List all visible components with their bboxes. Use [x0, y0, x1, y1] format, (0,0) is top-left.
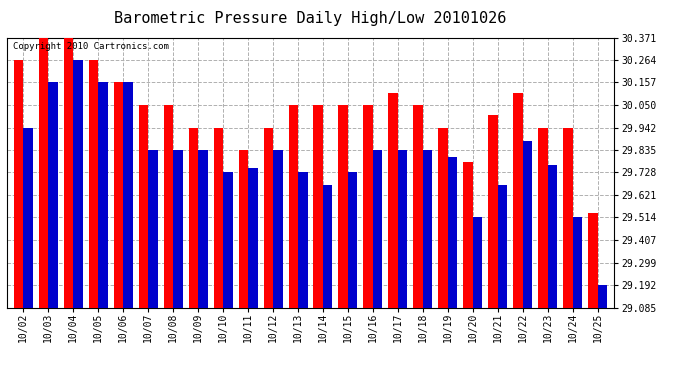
Bar: [398, 150, 408, 308]
Bar: [464, 162, 473, 308]
Bar: [323, 184, 333, 308]
Bar: [288, 105, 298, 308]
Bar: [598, 285, 607, 308]
Bar: [573, 217, 582, 308]
Bar: [548, 165, 558, 308]
Bar: [473, 217, 482, 308]
Bar: [14, 60, 23, 308]
Bar: [148, 150, 157, 308]
Bar: [388, 93, 398, 308]
Bar: [589, 213, 598, 308]
Bar: [39, 38, 48, 308]
Bar: [273, 150, 282, 308]
Bar: [63, 38, 73, 308]
Bar: [248, 168, 257, 308]
Bar: [373, 150, 382, 308]
Bar: [213, 128, 223, 308]
Text: Copyright 2010 Cartronics.com: Copyright 2010 Cartronics.com: [13, 42, 169, 51]
Bar: [73, 60, 83, 308]
Bar: [223, 172, 233, 308]
Bar: [23, 128, 32, 308]
Bar: [538, 128, 548, 308]
Bar: [173, 150, 183, 308]
Bar: [448, 158, 457, 308]
Text: Barometric Pressure Daily High/Low 20101026: Barometric Pressure Daily High/Low 20101…: [115, 11, 506, 26]
Bar: [348, 172, 357, 308]
Bar: [114, 82, 123, 308]
Bar: [423, 150, 433, 308]
Bar: [139, 105, 148, 308]
Bar: [339, 105, 348, 308]
Bar: [413, 105, 423, 308]
Bar: [188, 128, 198, 308]
Bar: [489, 116, 498, 308]
Bar: [298, 172, 308, 308]
Bar: [513, 93, 523, 308]
Bar: [123, 82, 132, 308]
Bar: [239, 150, 248, 308]
Bar: [563, 128, 573, 308]
Bar: [98, 82, 108, 308]
Bar: [364, 105, 373, 308]
Bar: [523, 141, 533, 308]
Bar: [264, 128, 273, 308]
Bar: [48, 82, 58, 308]
Bar: [313, 105, 323, 308]
Bar: [438, 128, 448, 308]
Bar: [498, 184, 507, 308]
Bar: [198, 150, 208, 308]
Bar: [88, 60, 98, 308]
Bar: [164, 105, 173, 308]
